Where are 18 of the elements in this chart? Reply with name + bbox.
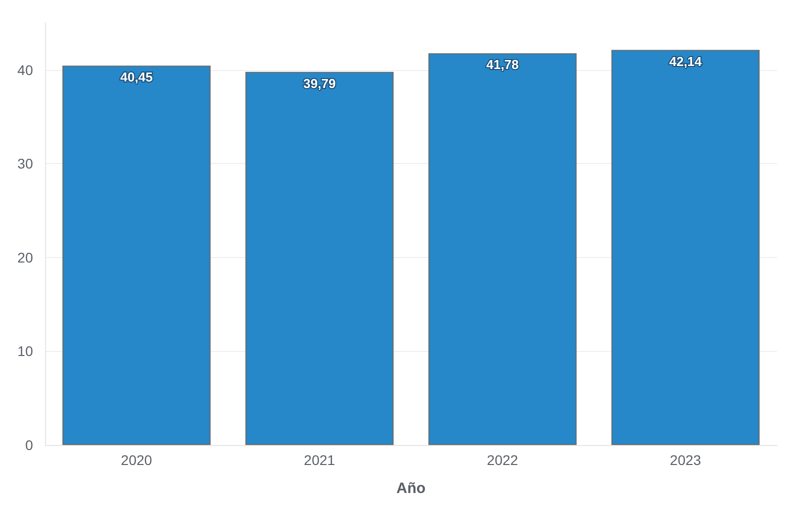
x-axis-title: Año [396,480,426,497]
x-tick-label: 2022 [486,452,518,468]
data-label: 39,79 [303,76,336,91]
y-tick-label: 10 [17,343,34,360]
y-tick-label: 40 [17,62,34,78]
data-label: 42,14 [669,54,703,69]
data-label: 41,78 [486,57,519,72]
y-tick-label: 20 [17,249,34,266]
y-tick-label: 30 [17,156,34,172]
bar [245,72,394,445]
bar [62,66,211,445]
bar [428,53,577,445]
bar [611,50,760,445]
y-tick-label: 0 [25,437,34,453]
x-tick-label: 2020 [120,452,152,468]
x-tick-label: 2023 [670,452,702,468]
data-label: 40,45 [120,70,153,85]
x-tick-label: 2021 [304,452,336,468]
